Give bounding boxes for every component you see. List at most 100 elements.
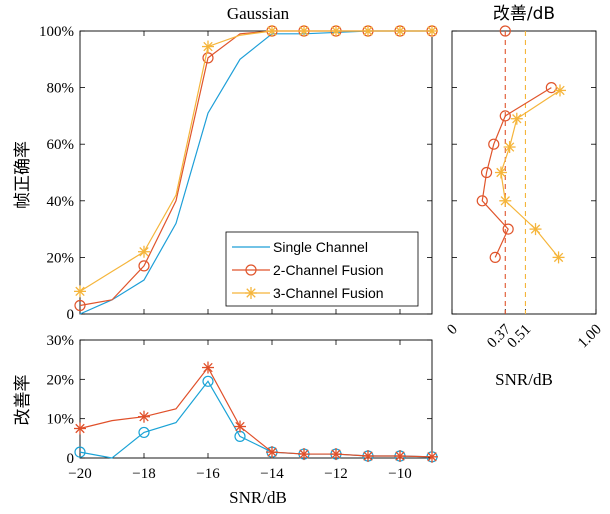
right-point-star-stroke	[496, 167, 506, 178]
bottom-x-tick-label: −18	[132, 466, 155, 482]
main-y-tick-label: 40%	[47, 194, 75, 210]
main-point-star-stroke	[331, 26, 341, 36]
bottom-y-tick-label: 10%	[47, 412, 75, 428]
main-plot-frame	[79, 30, 433, 315]
main-point-star	[266, 25, 278, 37]
right-point-star-stroke	[555, 85, 565, 96]
main-point-star	[138, 245, 150, 258]
main-point-star-stroke	[299, 26, 309, 36]
legend-star-glyph-stroke	[246, 288, 256, 298]
legend-label-three-channel: 3-Channel Fusion	[273, 285, 384, 301]
bottom-point-star	[138, 410, 150, 423]
legend: Single Channel 2-Channel Fusion 3-Channe…	[225, 231, 419, 307]
bottom-x-tick-label: −10	[388, 466, 411, 482]
bottom-point-star	[298, 448, 310, 461]
bottom-point-star-stroke	[299, 449, 309, 459]
bottom-point-star	[330, 448, 342, 461]
bottom-point-circle	[138, 426, 150, 439]
legend-star-glyph	[245, 287, 257, 299]
right-series-line-0	[481, 87, 552, 258]
bottom-point-star	[426, 450, 438, 463]
bottom-point-star	[394, 450, 406, 463]
bottom-point-star	[202, 361, 214, 374]
legend-marker-star	[245, 287, 257, 299]
bottom-point-star-stroke	[139, 411, 149, 422]
right-point-circle	[476, 195, 488, 207]
legend-box	[225, 231, 419, 307]
bottom-x-tick-label: −16	[196, 466, 220, 482]
bottom-y-tick-label: 30%	[47, 333, 75, 349]
right-point-circle	[489, 251, 501, 263]
legend-marker-circle	[245, 264, 257, 276]
bottom-point-star	[74, 422, 86, 435]
main-point-star-stroke	[363, 26, 373, 36]
main-y-tick-label: 60%	[47, 137, 75, 153]
main-point-star-stroke	[267, 26, 277, 36]
bottom-series-line-0	[79, 380, 433, 459]
right-plot-frame	[451, 30, 597, 315]
right-point-star	[529, 223, 542, 236]
bottom-point-star	[234, 420, 246, 433]
bottom-y-tick-label: 0	[67, 451, 75, 467]
bottom-point-circle	[74, 446, 86, 458]
right-chart-title: 改善/dB	[493, 4, 555, 24]
main-point-star	[362, 25, 374, 37]
main-point-star	[426, 25, 438, 37]
right-point-star	[503, 141, 516, 154]
main-point-star	[298, 25, 310, 37]
right-point-star	[499, 194, 512, 207]
right-point-circle	[502, 223, 514, 235]
right-plot: 0 0.370.51 1.00	[444, 25, 605, 352]
bottom-point-star-stroke	[235, 421, 245, 432]
right-point-star	[494, 166, 507, 179]
main-point-star	[74, 285, 86, 298]
right-x-axis-label: SNR/dB	[495, 370, 553, 389]
main-y-tick-label: 0	[67, 307, 75, 323]
main-plot: 0 20% 40% 60% 80% 100%	[39, 24, 438, 323]
main-y-tick-label: 100%	[39, 24, 74, 40]
bottom-point-star	[266, 446, 278, 459]
legend-label-two-channel: 2-Channel Fusion	[273, 262, 384, 278]
main-point-star-stroke	[203, 41, 213, 52]
main-point-star-stroke	[395, 26, 405, 36]
main-point-circle	[202, 52, 214, 64]
bottom-point-star-stroke	[331, 449, 341, 459]
main-y-tick-label: 80%	[47, 81, 75, 97]
bottom-y-tick-label: 20%	[47, 372, 75, 388]
bottom-plot: 0 10% 20% 30% −20 −18 −16 −14 −12 −10	[47, 333, 438, 482]
bottom-point-star	[362, 450, 374, 463]
main-point-star-stroke	[427, 26, 437, 36]
right-point-star	[552, 251, 565, 264]
bottom-x-tick-label: −12	[324, 466, 347, 482]
bottom-point-star-stroke	[427, 452, 437, 462]
bottom-point-star-stroke	[203, 362, 213, 373]
legend-item-three-channel: 3-Channel Fusion	[232, 285, 384, 301]
right-point-circle	[488, 138, 500, 150]
main-y-tick-label: 20%	[47, 250, 75, 266]
right-point-star	[554, 84, 566, 97]
bottom-y-axis-label: 改善率	[13, 375, 33, 426]
main-point-star	[202, 40, 214, 53]
main-point-circle	[74, 299, 86, 312]
bottom-x-tick-label: −14	[260, 466, 284, 482]
right-point-star-stroke	[530, 224, 541, 234]
main-point-circle	[138, 260, 150, 272]
right-point-star-stroke	[553, 252, 564, 263]
bottom-x-axis-label: SNR/dB	[229, 488, 287, 507]
bottom-point-star-stroke	[267, 447, 277, 457]
bottom-point-star-stroke	[363, 451, 373, 461]
right-x-tick-label: 0.51	[504, 322, 534, 352]
bottom-plot-frame	[79, 339, 433, 459]
right-x-tick-label: 0	[444, 322, 461, 339]
bottom-x-tick-label: −20	[68, 466, 91, 482]
main-point-star	[394, 25, 406, 37]
right-point-star-stroke	[504, 142, 515, 152]
bottom-point-star-stroke	[395, 451, 405, 461]
bottom-series-line-1	[79, 366, 433, 458]
main-point-star-stroke	[75, 286, 85, 297]
legend-item-two-channel: 2-Channel Fusion	[232, 262, 384, 278]
bottom-point-circle	[202, 375, 214, 387]
main-point-star	[330, 25, 342, 37]
right-point-circle	[499, 25, 511, 37]
